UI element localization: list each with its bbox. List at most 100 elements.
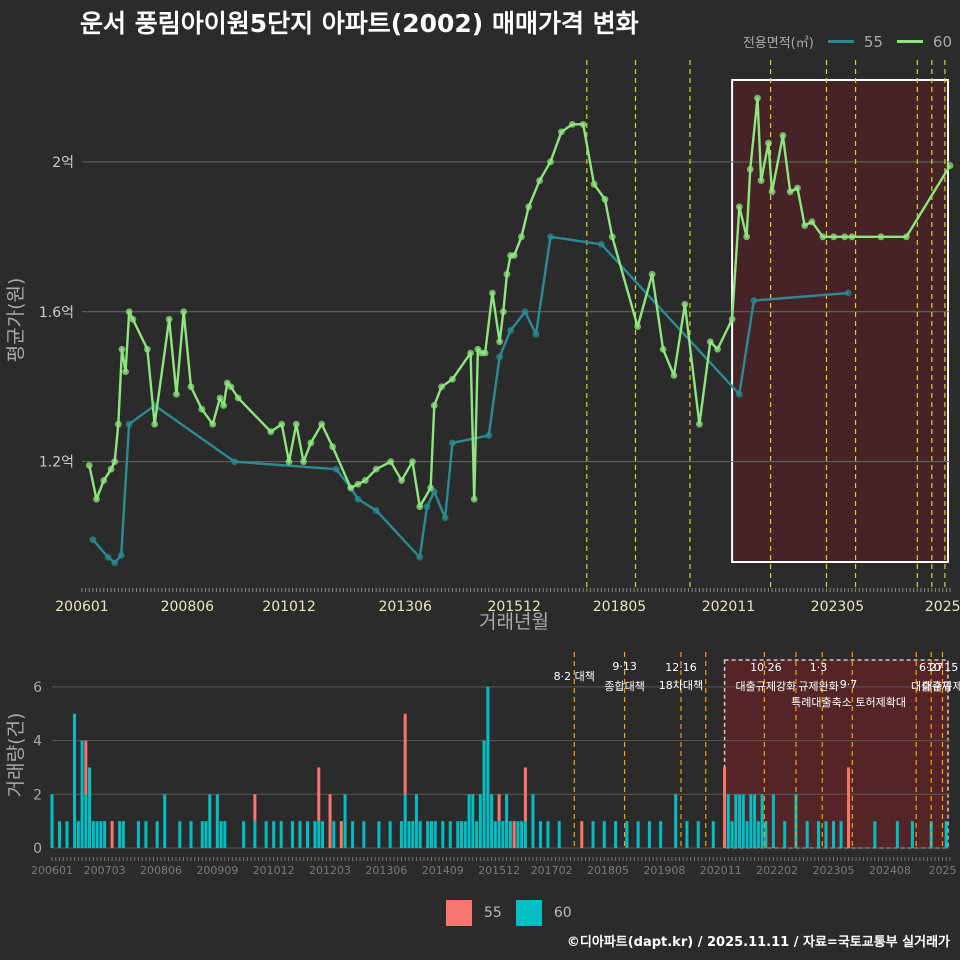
- bar-60: [189, 821, 193, 848]
- bar-60: [756, 821, 760, 848]
- y-tick-label-bottom: 6: [33, 680, 42, 696]
- y-tick-label-top: 1.6억: [39, 305, 74, 321]
- bar-60: [873, 821, 877, 848]
- x-tick-label-top: 200806: [161, 599, 215, 615]
- x-axis-title-top: 거래년월: [479, 611, 549, 633]
- bar-55: [497, 794, 501, 822]
- bar-60: [493, 821, 497, 848]
- bar-60: [264, 821, 268, 848]
- bar-60: [501, 821, 505, 848]
- bar-60: [520, 821, 524, 848]
- bar-55: [403, 713, 407, 795]
- bar-60: [760, 794, 764, 848]
- bar-60: [279, 821, 283, 848]
- x-tick-label-bottom: 202202: [756, 864, 798, 877]
- bar-60: [351, 821, 355, 848]
- bar-60: [88, 767, 92, 848]
- bar-60: [783, 821, 787, 848]
- bar-60: [711, 821, 715, 848]
- bar-60: [50, 794, 54, 848]
- bar-60: [441, 821, 445, 848]
- bar-60: [163, 794, 167, 848]
- legend-caption: 전용면적(㎡): [742, 36, 814, 51]
- policy-annotation: 10·26: [750, 661, 782, 674]
- x-tick-label-top: 201306: [379, 599, 433, 615]
- bar-60: [614, 821, 618, 848]
- bar-60: [76, 821, 80, 848]
- bar-60: [734, 794, 738, 848]
- bar-60: [557, 821, 561, 848]
- x-tick-label-bottom: 201012: [253, 864, 295, 877]
- bar-60: [362, 821, 366, 848]
- bar-60: [73, 713, 77, 848]
- bar-60: [831, 821, 835, 848]
- bar-60: [65, 821, 69, 848]
- bar-60: [674, 794, 678, 848]
- bar-60: [490, 794, 494, 848]
- x-tick-label-top: 201805: [593, 599, 646, 615]
- bar-60: [463, 821, 467, 848]
- policy-annotation: 6·27: [919, 661, 944, 674]
- x-tick-label-bottom: 201409: [422, 864, 464, 877]
- bar-60: [144, 821, 148, 848]
- bar-60: [91, 821, 95, 848]
- policy-annotation: 종합대책: [604, 680, 644, 693]
- x-tick-label-bottom: 200909: [196, 864, 238, 877]
- bar-60: [399, 821, 403, 848]
- bar-60: [253, 821, 257, 848]
- bar-60: [313, 821, 317, 848]
- bar-55: [317, 767, 321, 822]
- bar-60: [317, 821, 321, 848]
- legend-label-60: 60: [932, 32, 952, 51]
- bar-60: [95, 821, 99, 848]
- bar-55: [512, 821, 516, 848]
- bar-60: [418, 821, 422, 848]
- bar-60: [136, 821, 140, 848]
- chart-title: 운서 풍림아이원5단지 아파트(2002) 매매가격 변화: [80, 9, 639, 38]
- bar-60: [726, 794, 730, 848]
- bar-60: [433, 821, 437, 848]
- x-tick-label-bottom: 200806: [140, 864, 182, 877]
- y-tick-label-bottom: 4: [33, 734, 42, 750]
- bar-60: [429, 821, 433, 848]
- bar-55: [723, 767, 727, 848]
- highlight-region-top: [732, 80, 948, 562]
- bar-60: [895, 821, 899, 848]
- bar-60: [730, 821, 734, 848]
- bar-55: [84, 740, 88, 795]
- bar-60: [749, 794, 753, 848]
- bar-60: [223, 821, 227, 848]
- bar-60: [764, 821, 768, 848]
- bar-60: [80, 740, 84, 848]
- policy-annotation: 12·16: [665, 661, 697, 674]
- legend-box-60: [515, 900, 542, 926]
- x-tick-label-top: 2025: [925, 599, 960, 615]
- policy-annotation: 9·13: [612, 660, 637, 673]
- bar-60: [414, 794, 418, 848]
- series-line-60: [88, 96, 952, 508]
- bar-55: [339, 821, 343, 848]
- bar-60: [426, 821, 430, 848]
- x-tick-label-bottom: 202011: [700, 864, 742, 877]
- policy-annotation: 규제완화: [798, 680, 838, 693]
- x-tick-label-bottom: 201203: [309, 864, 351, 877]
- bar-60: [407, 821, 411, 848]
- policy-annotation: 대출규제: [922, 680, 960, 693]
- legend-swatch-60: [896, 40, 923, 43]
- bar-60: [475, 821, 479, 848]
- bar-60: [411, 821, 415, 848]
- bar-60: [178, 821, 182, 848]
- x-tick-label-bottom: 2025: [928, 864, 956, 877]
- bar-55: [253, 794, 257, 822]
- bar-60: [471, 794, 475, 848]
- bar-60: [467, 794, 471, 848]
- bar-60: [647, 821, 651, 848]
- bar-60: [208, 794, 212, 848]
- bar-60: [745, 821, 749, 848]
- legend-bottom: 55 60: [446, 900, 586, 926]
- x-tick-label-top: 200601: [55, 599, 108, 615]
- bar-60: [659, 821, 663, 848]
- bar-60: [505, 794, 509, 848]
- y-tick-label-top: 1.2억: [39, 455, 74, 471]
